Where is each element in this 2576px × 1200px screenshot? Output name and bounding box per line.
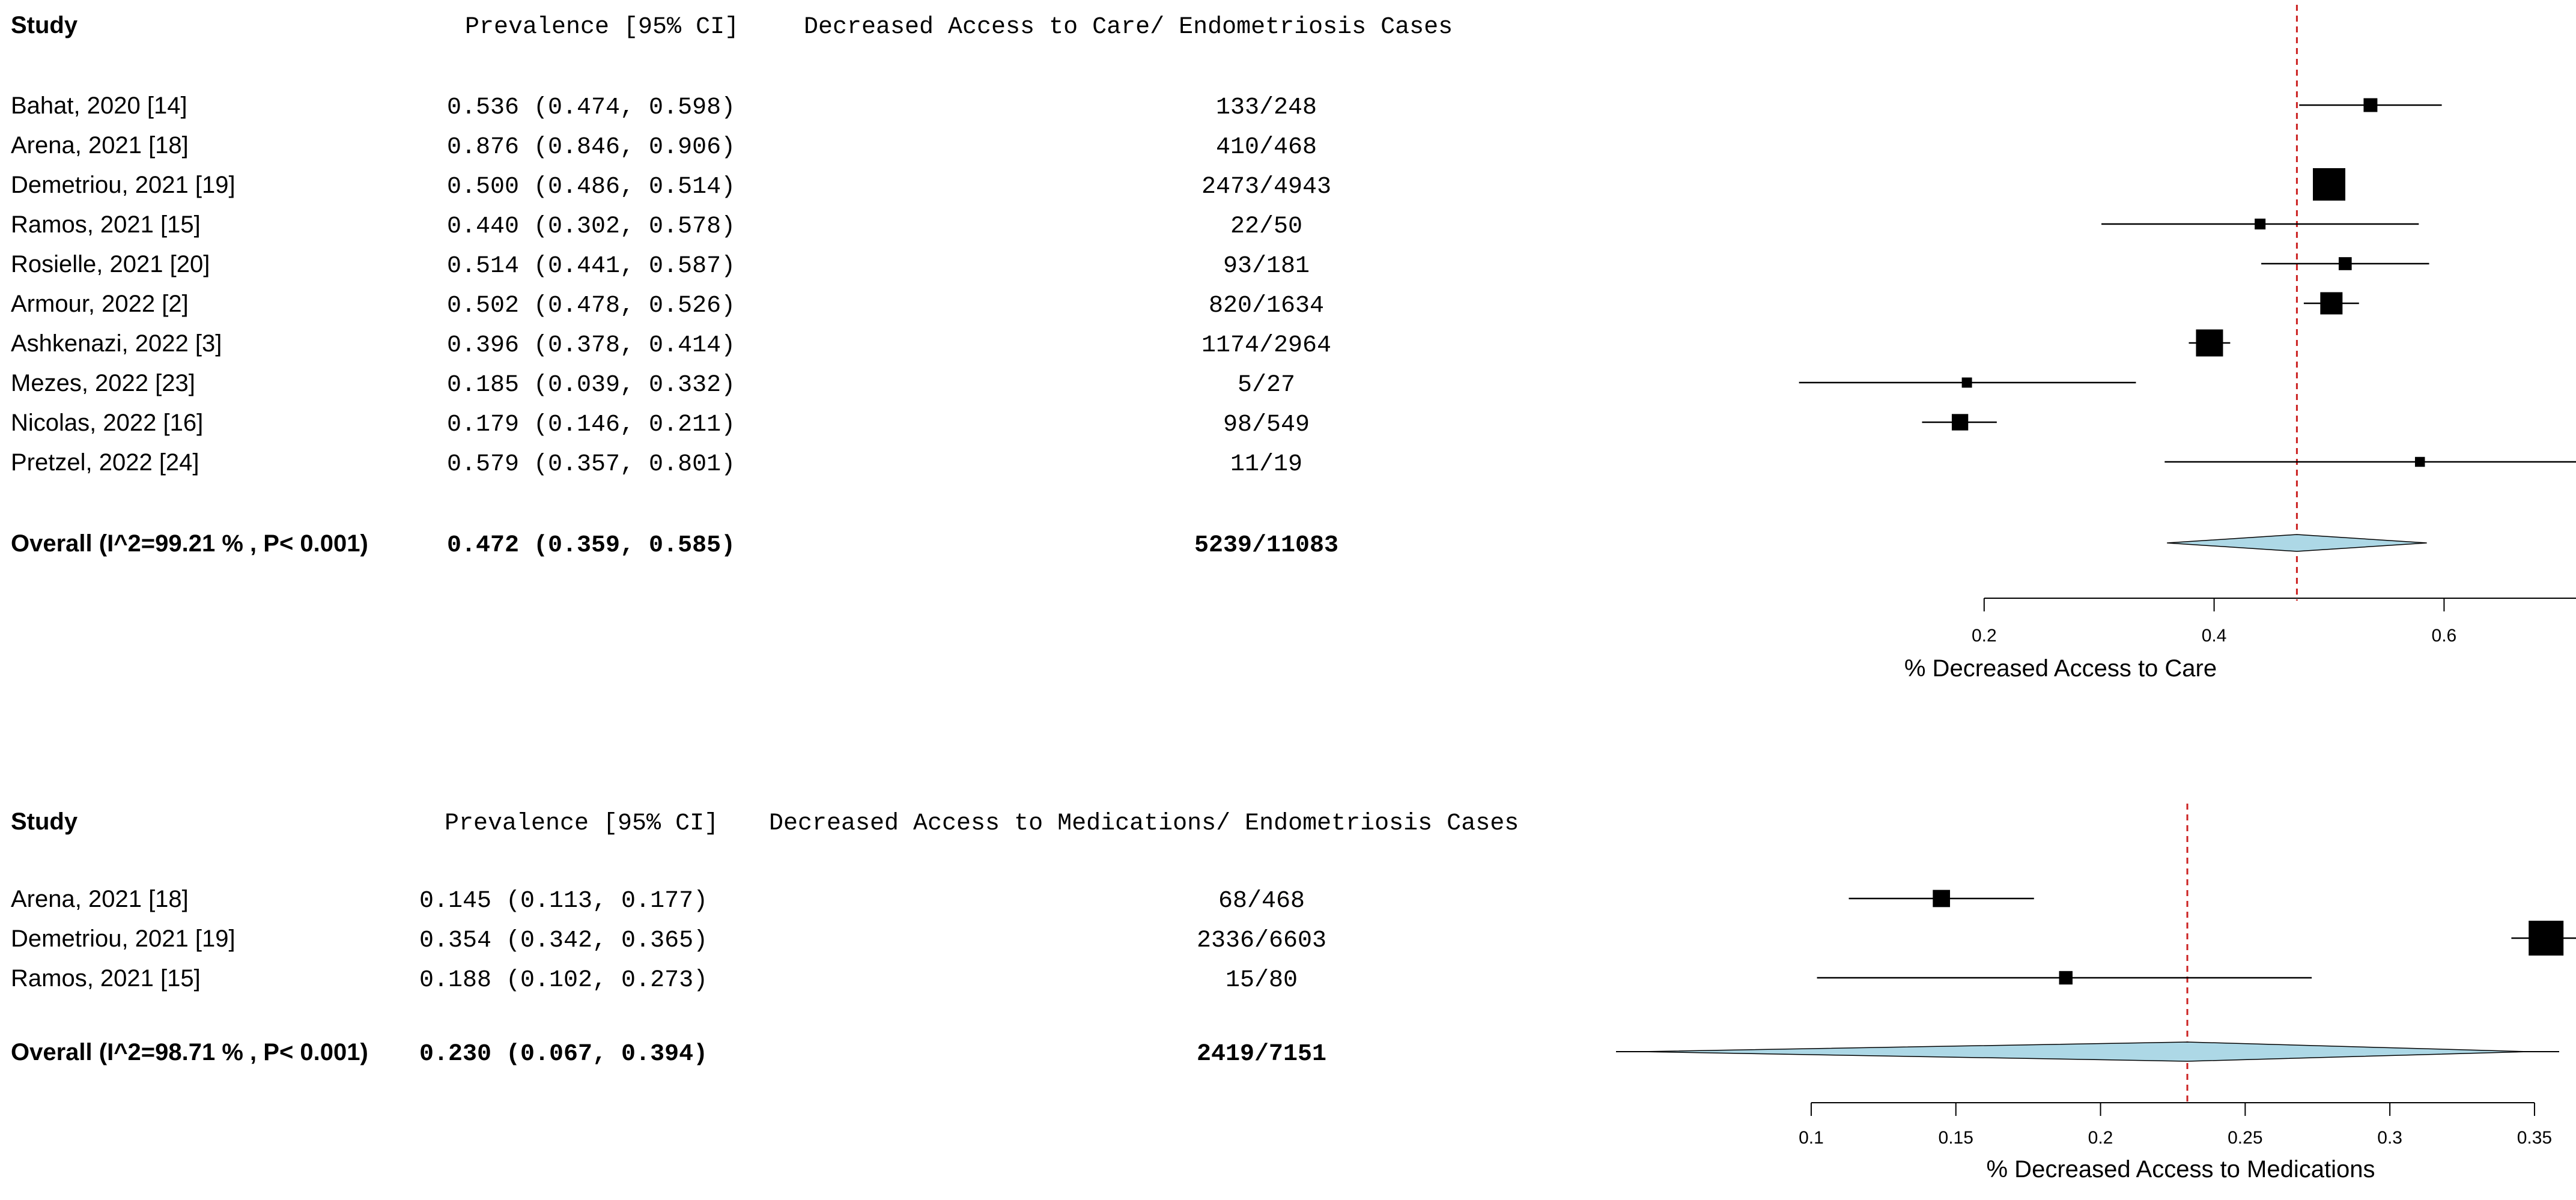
overall-ratio: 2419/7151	[1197, 1041, 1326, 1068]
study-prevalence-ci: 0.179 (0.146, 0.211)	[447, 411, 735, 438]
study-prevalence-ci: 0.145 (0.113, 0.177)	[419, 888, 708, 915]
x-axis-tick-label: 0.3	[2377, 1128, 2402, 1148]
overall-prevalence-ci: 0.230 (0.067, 0.394)	[419, 1041, 708, 1068]
overall-label: Overall (I^2=99.21 % , P< 0.001)	[11, 530, 368, 557]
study-prevalence-ci: 0.536 (0.474, 0.598)	[447, 94, 735, 121]
study-label: Pretzel, 2022 [24]	[11, 449, 199, 476]
column-header-ratio: Decreased Access to Care/ Endometriosis …	[804, 14, 1453, 41]
study-prevalence-ci: 0.185 (0.039, 0.332)	[447, 372, 735, 399]
study-point-estimate	[2529, 921, 2564, 956]
column-header-prevalence: Prevalence [95% CI]	[465, 14, 739, 41]
column-header-study: Study	[11, 12, 78, 38]
study-label: Mezes, 2022 [23]	[11, 370, 195, 396]
study-point-estimate	[2338, 257, 2352, 270]
study-ratio: 15/80	[1226, 967, 1298, 994]
overall-prevalence-ci: 0.472 (0.359, 0.585)	[447, 532, 735, 559]
overall-diamond	[1639, 1041, 2530, 1062]
x-axis-tick-label: 0.2	[1972, 626, 1997, 646]
study-point-estimate	[2255, 218, 2266, 230]
study-point-estimate	[2414, 456, 2425, 467]
study-prevalence-ci: 0.500 (0.486, 0.514)	[447, 174, 735, 201]
study-label: Bahat, 2020 [14]	[11, 92, 187, 119]
study-point-estimate	[2313, 168, 2345, 201]
overall-label: Overall (I^2=98.71 % , P< 0.001)	[11, 1039, 368, 1065]
study-label: Arena, 2021 [18]	[11, 132, 189, 159]
x-axis-label: % Decreased Access to Medications	[1987, 1156, 2375, 1183]
study-ratio: 410/468	[1216, 134, 1317, 161]
forest-plot-1: Study Prevalence [95% CI] Decreased Access…	[11, 5, 2576, 682]
study-ratio: 133/248	[1216, 94, 1317, 121]
study-ratio: 68/468	[1218, 888, 1305, 915]
study-ratio: 2336/6603	[1197, 927, 1326, 954]
column-header-prevalence: Prevalence [95% CI]	[445, 810, 718, 837]
overall-diamond	[2167, 534, 2427, 552]
study-ratio: 820/1634	[1209, 292, 1324, 320]
study-ratio: 22/50	[1230, 213, 1302, 240]
column-header-ratio: Decreased Access to Medications/ Endomet…	[769, 810, 1519, 837]
study-ratio: 98/549	[1223, 411, 1310, 438]
study-prevalence-ci: 0.354 (0.342, 0.365)	[419, 927, 708, 954]
study-label: Arena, 2021 [18]	[11, 886, 189, 912]
study-prevalence-ci: 0.502 (0.478, 0.526)	[447, 292, 735, 320]
study-prevalence-ci: 0.579 (0.357, 0.801)	[447, 451, 735, 478]
study-label: Rosielle, 2021 [20]	[11, 251, 210, 277]
study-point-estimate	[1951, 414, 1969, 431]
x-axis-label: % Decreased Access to Care	[1904, 655, 2217, 682]
study-ratio: 1174/2964	[1201, 332, 1331, 359]
study-prevalence-ci: 0.514 (0.441, 0.587)	[447, 253, 735, 280]
study-label: Demetriou, 2021 [19]	[11, 172, 235, 198]
study-point-estimate	[2196, 329, 2223, 357]
study-ratio: 11/19	[1230, 451, 1302, 478]
x-axis-tick-label: 0.15	[1939, 1128, 1973, 1148]
study-prevalence-ci: 0.396 (0.378, 0.414)	[447, 332, 735, 359]
study-point-estimate	[2059, 971, 2073, 985]
study-ratio: 93/181	[1223, 253, 1310, 280]
study-label: Ramos, 2021 [15]	[11, 965, 201, 992]
study-label: Ashkenazi, 2022 [3]	[11, 330, 222, 357]
x-axis-tick-label: 0.6	[2432, 626, 2457, 646]
x-axis-tick-label: 0.1	[1799, 1128, 1824, 1148]
study-point-estimate	[1961, 377, 1972, 388]
column-header-study: Study	[11, 808, 78, 835]
study-prevalence-ci: 0.440 (0.302, 0.578)	[447, 213, 735, 240]
study-prevalence-ci: 0.876 (0.846, 0.906)	[447, 134, 735, 161]
study-point-estimate	[1933, 889, 1950, 908]
study-label: Nicolas, 2022 [16]	[11, 410, 203, 436]
x-axis-tick-label: 0.4	[2202, 626, 2227, 646]
x-axis-tick-label: 0.2	[2088, 1128, 2113, 1148]
study-label: Demetriou, 2021 [19]	[11, 926, 235, 952]
study-label: Armour, 2022 [2]	[11, 291, 189, 317]
overall-ratio: 5239/11083	[1194, 532, 1338, 559]
study-ratio: 5/27	[1238, 372, 1295, 399]
x-axis-tick-label: 0.25	[2228, 1128, 2262, 1148]
study-label: Ramos, 2021 [15]	[11, 211, 201, 238]
forest-plot-2: Study Prevalence [95% CI] Decreased Access…	[11, 804, 2576, 1183]
study-point-estimate	[2363, 98, 2378, 112]
x-axis-tick-label: 0.35	[2517, 1128, 2552, 1148]
study-ratio: 2473/4943	[1201, 174, 1331, 201]
study-point-estimate	[2320, 292, 2343, 315]
study-prevalence-ci: 0.188 (0.102, 0.273)	[419, 967, 708, 994]
